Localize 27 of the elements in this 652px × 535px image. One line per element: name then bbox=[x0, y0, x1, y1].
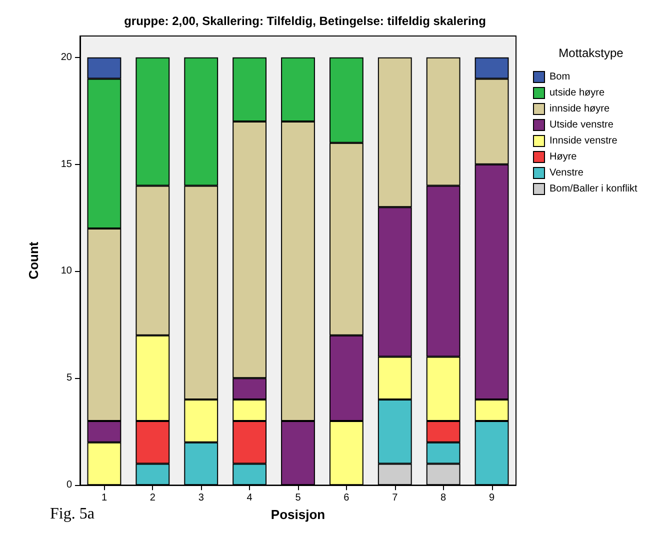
x-axis-title: Posisjon bbox=[270, 507, 326, 522]
y-tick-label: 0 bbox=[66, 480, 72, 491]
legend-label: Bom/Baller i konflikt bbox=[550, 184, 638, 194]
y-tick-label: 5 bbox=[66, 372, 72, 384]
y-tick-label: 20 bbox=[60, 52, 72, 63]
legend-label: Utside venstre bbox=[550, 120, 614, 130]
legend-label: Innside venstre bbox=[550, 136, 618, 146]
x-tick-label: 5 bbox=[295, 492, 302, 504]
legend-title: Mottakstype bbox=[558, 46, 624, 60]
legend-label: innside høyre bbox=[550, 104, 610, 114]
y-tick-label: 15 bbox=[60, 158, 72, 170]
x-tick-label: 3 bbox=[198, 492, 204, 504]
caption: Fig. 5a bbox=[50, 506, 94, 522]
x-tick-label: 2 bbox=[150, 492, 156, 504]
x-tick-label: 8 bbox=[440, 492, 447, 504]
y-tick-label: 10 bbox=[60, 266, 72, 277]
legend-label: Høyre bbox=[550, 152, 578, 162]
x-tick-label: 4 bbox=[246, 492, 253, 504]
x-tick-label: 6 bbox=[344, 492, 350, 504]
chart-title: gruppe: 2,00, Skallering: Tilfeldig, Betingelse: tilfeldig skalering bbox=[124, 14, 486, 28]
x-tick-label: 7 bbox=[392, 492, 398, 504]
legend-label: utside høyre bbox=[550, 88, 605, 98]
legend-label: Bom bbox=[550, 72, 570, 82]
x-tick-label: 1 bbox=[101, 492, 108, 504]
y-axis-title: Count bbox=[26, 241, 41, 280]
x-tick-label: 9 bbox=[488, 492, 495, 504]
legend-label: Venstre bbox=[550, 168, 584, 178]
